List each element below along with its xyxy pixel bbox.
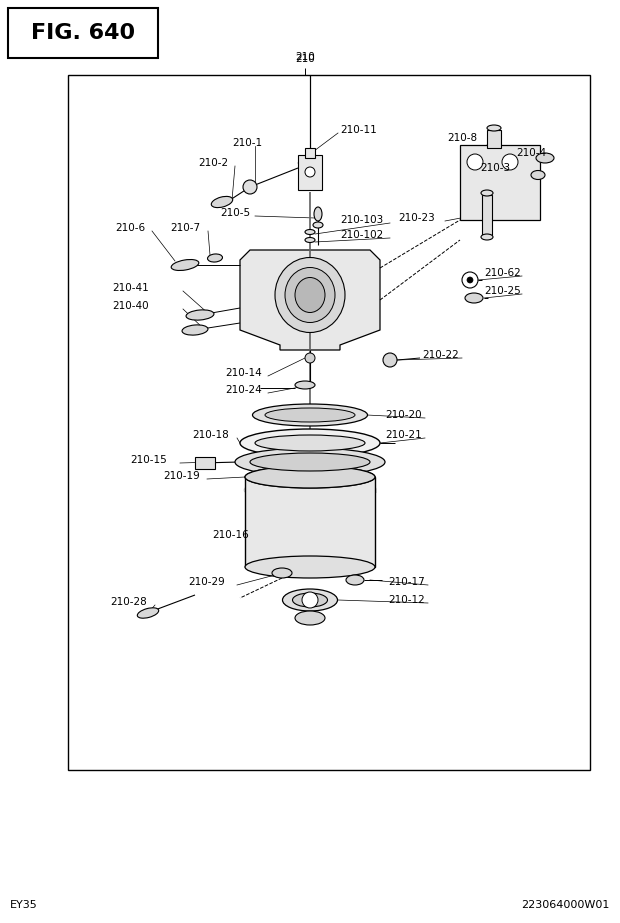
Text: 210-21: 210-21 <box>385 430 422 440</box>
Circle shape <box>462 272 478 288</box>
Ellipse shape <box>235 448 385 476</box>
Ellipse shape <box>531 171 545 179</box>
Ellipse shape <box>536 153 554 163</box>
Ellipse shape <box>137 608 159 618</box>
Ellipse shape <box>255 435 365 451</box>
Text: 210-8: 210-8 <box>447 133 477 143</box>
Ellipse shape <box>295 278 325 313</box>
Circle shape <box>383 353 397 367</box>
Ellipse shape <box>275 258 345 332</box>
Ellipse shape <box>208 254 223 262</box>
Ellipse shape <box>245 466 375 488</box>
Bar <box>487 130 501 148</box>
Ellipse shape <box>305 230 315 234</box>
Text: 210-16: 210-16 <box>212 530 249 540</box>
Text: 210-14: 210-14 <box>225 368 262 378</box>
Circle shape <box>467 277 473 283</box>
Text: 210-15: 210-15 <box>130 455 167 465</box>
Text: 210-102: 210-102 <box>340 230 383 240</box>
Bar <box>298 155 322 190</box>
Ellipse shape <box>314 207 322 221</box>
Ellipse shape <box>250 453 370 471</box>
Text: 210-6: 210-6 <box>115 223 145 233</box>
Text: 210-41: 210-41 <box>112 283 149 293</box>
Ellipse shape <box>252 404 368 426</box>
Ellipse shape <box>313 222 323 228</box>
Text: 210-5: 210-5 <box>220 208 250 218</box>
Circle shape <box>243 180 257 194</box>
Text: 210-11: 210-11 <box>340 125 377 135</box>
Ellipse shape <box>465 293 483 303</box>
Text: 210-18: 210-18 <box>192 430 229 440</box>
Ellipse shape <box>171 259 199 270</box>
Text: 210-20: 210-20 <box>385 410 422 420</box>
Ellipse shape <box>245 556 375 578</box>
Circle shape <box>305 167 315 177</box>
Text: 210-40: 210-40 <box>112 301 149 311</box>
Text: 210: 210 <box>295 54 315 64</box>
Text: 210-4: 210-4 <box>516 148 546 158</box>
Ellipse shape <box>182 325 208 335</box>
Text: 210-2: 210-2 <box>198 158 228 168</box>
Bar <box>8 8 158 58</box>
Ellipse shape <box>481 234 493 240</box>
Ellipse shape <box>265 408 355 422</box>
Circle shape <box>467 154 483 170</box>
Ellipse shape <box>240 429 380 457</box>
Text: 210-28: 210-28 <box>110 597 147 607</box>
Text: 210-24: 210-24 <box>225 385 262 395</box>
Text: 223064000W01: 223064000W01 <box>521 900 610 910</box>
Ellipse shape <box>186 310 214 320</box>
Ellipse shape <box>295 611 325 625</box>
Ellipse shape <box>346 575 364 585</box>
Bar <box>195 457 215 469</box>
Circle shape <box>305 353 315 363</box>
Text: 210-22: 210-22 <box>422 350 459 360</box>
Ellipse shape <box>481 190 493 196</box>
Text: 210-62: 210-62 <box>484 268 521 278</box>
Text: 210-29: 210-29 <box>188 577 224 587</box>
Bar <box>68 75 590 770</box>
Text: 210-25: 210-25 <box>484 286 521 296</box>
Text: 210-17: 210-17 <box>388 577 425 587</box>
Ellipse shape <box>293 593 327 607</box>
Text: FIG. 640: FIG. 640 <box>31 23 135 43</box>
Text: 210-3: 210-3 <box>480 163 510 173</box>
Text: EY35: EY35 <box>10 900 38 910</box>
Circle shape <box>502 154 518 170</box>
Bar <box>460 145 540 220</box>
Ellipse shape <box>245 466 375 488</box>
Text: 210-23: 210-23 <box>398 213 435 223</box>
Bar <box>305 148 315 158</box>
Circle shape <box>302 592 318 608</box>
Bar <box>245 477 375 567</box>
Bar <box>482 195 492 235</box>
Text: eReplacementParts.com: eReplacementParts.com <box>242 485 378 495</box>
Text: 210-103: 210-103 <box>340 215 383 225</box>
Polygon shape <box>240 250 380 350</box>
Text: 210-1: 210-1 <box>232 138 262 148</box>
Ellipse shape <box>285 268 335 322</box>
Ellipse shape <box>272 568 292 578</box>
Text: 210-7: 210-7 <box>170 223 200 233</box>
Text: 210-19: 210-19 <box>163 471 200 481</box>
Ellipse shape <box>211 197 232 208</box>
Ellipse shape <box>487 125 501 131</box>
Text: 210: 210 <box>295 52 315 62</box>
Text: 210-12: 210-12 <box>388 595 425 605</box>
Ellipse shape <box>295 381 315 389</box>
Ellipse shape <box>305 237 315 243</box>
Ellipse shape <box>283 589 337 611</box>
